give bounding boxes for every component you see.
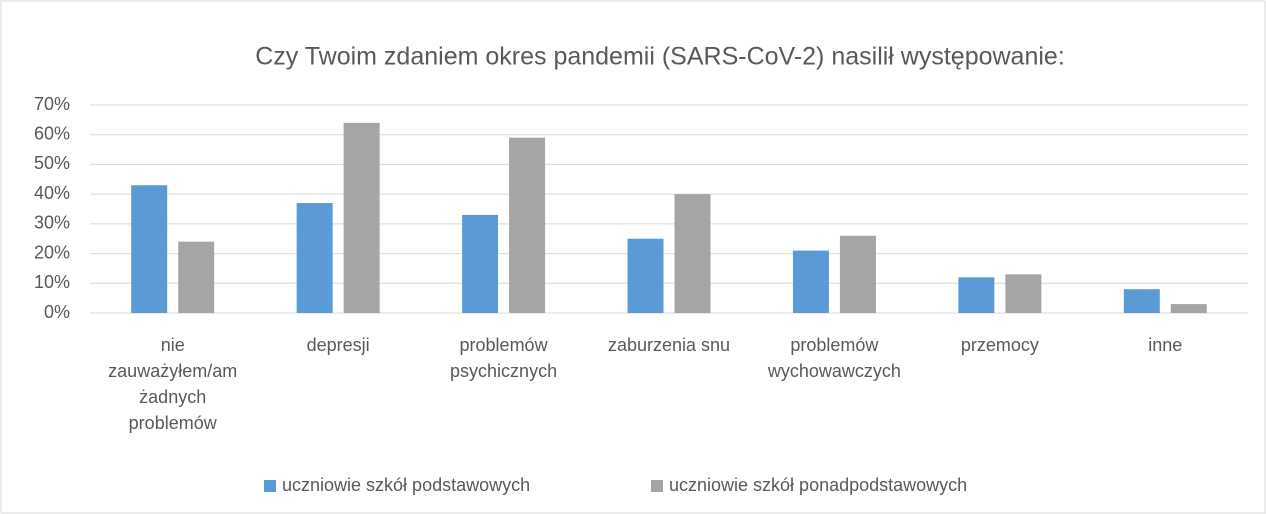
x-tick-label: zaburzenia snu bbox=[607, 335, 731, 355]
legend-swatch bbox=[651, 480, 663, 492]
bar bbox=[674, 194, 711, 313]
legend-label: uczniowie szkół ponadpodstawowych bbox=[669, 475, 967, 495]
y-tick-label: 50% bbox=[34, 153, 70, 173]
y-tick-label: 0% bbox=[44, 302, 70, 322]
bar bbox=[462, 214, 499, 313]
y-tick-label: 10% bbox=[34, 272, 70, 292]
legend-swatch bbox=[264, 480, 276, 492]
legend-label: uczniowie szkół podstawowych bbox=[282, 475, 530, 495]
y-tick-label: 40% bbox=[34, 183, 70, 203]
bar bbox=[296, 203, 333, 313]
bar bbox=[1123, 289, 1160, 313]
y-tick-label: 30% bbox=[34, 213, 70, 233]
bar bbox=[178, 241, 215, 313]
y-tick-label: 70% bbox=[34, 94, 70, 114]
x-tick-label: problemów wychowawczych bbox=[767, 335, 901, 381]
bar bbox=[1170, 304, 1207, 313]
bar bbox=[1005, 274, 1042, 313]
bar bbox=[627, 238, 664, 313]
y-tick-label: 60% bbox=[34, 123, 70, 143]
x-tick-label: przemocy bbox=[960, 335, 1039, 355]
chart-title: Czy Twoim zdaniem okres pandemii (SARS-C… bbox=[255, 43, 1065, 71]
bar bbox=[839, 235, 876, 313]
y-tick-label: 20% bbox=[34, 242, 70, 262]
x-tick-label: nie zauważyłem/am żadnych problemów bbox=[108, 335, 238, 433]
x-tick-label: problemów psychicznych bbox=[450, 335, 558, 381]
bar bbox=[509, 137, 546, 313]
bar bbox=[958, 277, 995, 313]
bar bbox=[343, 122, 380, 313]
bar bbox=[792, 250, 829, 313]
bar bbox=[131, 185, 168, 313]
x-tick-label: depresji bbox=[306, 335, 370, 355]
x-tick-label: inne bbox=[1148, 335, 1183, 355]
